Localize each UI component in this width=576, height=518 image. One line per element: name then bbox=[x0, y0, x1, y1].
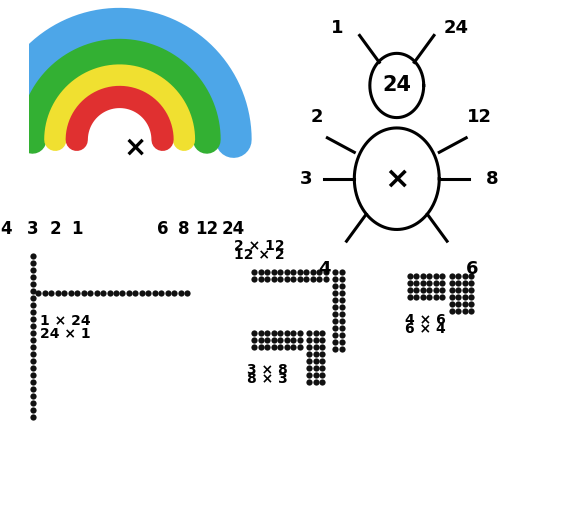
Text: 1: 1 bbox=[331, 20, 343, 37]
Text: 12 × 2: 12 × 2 bbox=[234, 248, 284, 262]
Text: 2 × 12: 2 × 12 bbox=[234, 239, 284, 253]
Text: 8 × 3: 8 × 3 bbox=[247, 372, 287, 386]
Text: 24: 24 bbox=[222, 220, 245, 238]
Text: 2: 2 bbox=[50, 220, 61, 238]
Text: 8: 8 bbox=[486, 170, 499, 188]
Text: 4: 4 bbox=[318, 261, 331, 278]
Text: ×: × bbox=[124, 134, 147, 162]
Text: 6: 6 bbox=[465, 261, 478, 278]
Text: 1: 1 bbox=[71, 220, 82, 238]
Text: 2: 2 bbox=[310, 108, 323, 125]
Text: 12: 12 bbox=[195, 220, 218, 238]
Text: 6: 6 bbox=[157, 220, 168, 238]
Text: ×: × bbox=[384, 164, 410, 193]
Text: 3: 3 bbox=[300, 170, 312, 188]
Text: 1 × 24: 1 × 24 bbox=[40, 314, 91, 328]
Text: 8: 8 bbox=[178, 220, 190, 238]
Text: 6 × 4: 6 × 4 bbox=[404, 322, 445, 336]
Text: 24: 24 bbox=[444, 20, 469, 37]
Text: 3: 3 bbox=[26, 220, 39, 238]
Text: 24 × 1: 24 × 1 bbox=[40, 327, 91, 341]
Text: 4 × 6: 4 × 6 bbox=[404, 313, 445, 327]
Text: 4: 4 bbox=[0, 220, 12, 238]
Text: 24: 24 bbox=[382, 76, 411, 95]
Text: 3 × 8: 3 × 8 bbox=[247, 363, 287, 377]
Text: 12: 12 bbox=[467, 108, 492, 125]
